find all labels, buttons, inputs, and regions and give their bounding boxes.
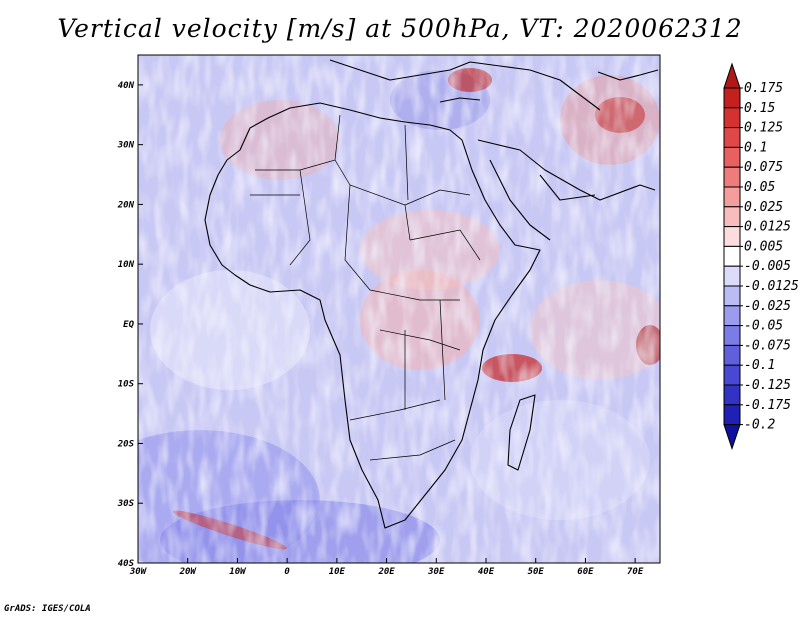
lat-tick-label: 40S — [118, 559, 135, 569]
lat-tick-label: 10N — [118, 260, 135, 270]
colorbar-label: 0.075 — [744, 160, 783, 175]
lon-tick-label: 70E — [627, 567, 644, 577]
colorbar-label: -0.0125 — [744, 279, 799, 294]
colorbar-segment — [723, 344, 741, 366]
colorbar-label: -0.175 — [744, 398, 791, 413]
lat-tick-label: 20S — [117, 439, 135, 449]
colorbar-bottom-arrow — [723, 424, 741, 451]
colorbar-label: -0.05 — [744, 319, 783, 334]
vertical-velocity-field — [138, 55, 660, 563]
lon-tick-label: 60E — [577, 567, 594, 577]
colorbar-segment — [723, 245, 741, 267]
colorbar-segment — [723, 285, 741, 307]
colorbar-label: 0.0125 — [744, 220, 791, 235]
colorbar-segment — [723, 166, 741, 188]
lat-tick-label: 30N — [117, 141, 135, 151]
colorbar-label: 0.025 — [744, 200, 783, 215]
longitude-axis: 30W 20W 10W 0 10E 20E 30E 40E 50E 60E 70E — [129, 558, 644, 577]
lat-tick-label: 20N — [117, 200, 135, 210]
map-title: Vertical velocity [m/s] at 500hPa, VT: 2… — [57, 14, 743, 43]
colorbar-segment — [723, 404, 741, 426]
lon-tick-label: 20E — [377, 567, 395, 577]
colorbar-label: -0.005 — [744, 259, 791, 274]
colorbar-label: -0.075 — [744, 338, 791, 353]
colorbar-label: 0.05 — [744, 180, 775, 195]
latitude-axis: 40N 30N 20N 10N EQ 10S 20S 30S 40S — [117, 81, 143, 569]
lon-tick-label: 10W — [229, 567, 247, 577]
colorbar-label: 0.125 — [744, 121, 783, 136]
coastlines — [204, 59, 659, 529]
country-borders — [250, 114, 481, 461]
colorbar-top-arrow — [723, 62, 741, 89]
colorbar-label: -0.1 — [744, 358, 775, 373]
colorbar-label: -0.025 — [744, 299, 791, 314]
colorbar: 0.175 0.15 0.125 0.1 0.075 0.05 0.025 0.0125 0.0… — [723, 62, 799, 451]
lon-tick-label: 20W — [179, 567, 198, 577]
colorbar-segment — [723, 384, 741, 406]
grads-credit: GrADS: IGES/COLA — [4, 604, 91, 614]
colorbar-label: -0.2 — [744, 418, 775, 433]
lon-tick-label: 30W — [129, 567, 148, 577]
colorbar-segment — [723, 87, 741, 109]
lon-tick-label: 50E — [528, 567, 545, 577]
colorbar-label: 0.175 — [744, 81, 783, 96]
lat-tick-label: EQ — [123, 320, 134, 330]
colorbar-segment — [723, 127, 741, 148]
lon-tick-label: 30E — [427, 567, 445, 577]
lon-tick-label: 40E — [478, 567, 495, 577]
lat-tick-label: 40N — [118, 81, 135, 91]
lon-tick-label: 0 — [284, 567, 290, 577]
colorbar-label: 0.1 — [744, 140, 767, 155]
lon-tick-label: 10E — [329, 567, 346, 577]
colorbar-label: -0.125 — [744, 378, 791, 393]
colorbar-segment — [723, 146, 741, 168]
colorbar-segment — [723, 305, 741, 327]
colorbar-segment — [723, 186, 741, 208]
map-frame — [137, 54, 661, 564]
colorbar-segment — [723, 265, 741, 287]
colorbar-segment — [723, 226, 741, 247]
colorbar-label: 0.005 — [744, 239, 783, 254]
colorbar-segment — [723, 325, 741, 346]
colorbar-label: 0.15 — [744, 101, 775, 116]
lat-tick-label: 30S — [117, 499, 135, 509]
lat-tick-label: 10S — [118, 380, 135, 390]
colorbar-segment — [723, 206, 741, 228]
colorbar-segment — [723, 364, 741, 386]
colorbar-segment — [723, 107, 741, 129]
